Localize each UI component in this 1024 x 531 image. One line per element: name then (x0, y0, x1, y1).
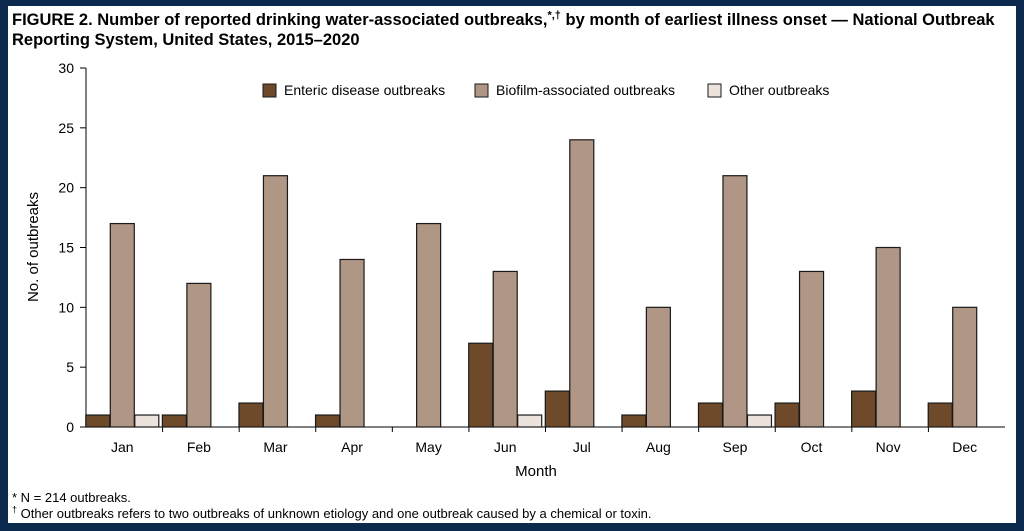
x-tick-label: Apr (341, 439, 363, 455)
x-tick-label: Dec (952, 439, 977, 455)
bar-jul-series-1 (544, 390, 570, 428)
bar-aug-series-2 (645, 306, 671, 428)
bar-feb-series-1 (161, 414, 187, 428)
bar-apr-series-1 (314, 414, 341, 428)
bars (85, 139, 978, 428)
y-axis-label: No. of outbreaks (25, 192, 42, 302)
bar-dec-series-2 (952, 306, 978, 428)
legend-label-3: Other outbreaks (729, 82, 829, 98)
bar-nov-series-1 (851, 390, 877, 428)
bar-jun-series-2 (492, 270, 518, 428)
legend-label-2: Biofilm-associated outbreaks (496, 82, 675, 98)
bar-oct-series-2 (798, 270, 825, 428)
bar-oct-series-1 (774, 402, 800, 428)
title-main: FIGURE 2. Number of reported drinking wa… (12, 11, 548, 29)
footnote-other-text: Other outbreaks refers to two outbreaks … (17, 506, 652, 521)
bar-jan-series-3 (134, 414, 160, 428)
legend-swatch-3 (707, 83, 722, 98)
x-axis-label: Month (515, 463, 557, 480)
bar-aug-series-1 (621, 414, 647, 428)
bar-jan-series-1 (85, 414, 111, 428)
x-tick-label: Aug (646, 439, 671, 455)
bar-mar-series-2 (262, 175, 289, 428)
y-tick-label: 5 (66, 359, 74, 375)
y-tick-label: 20 (58, 180, 74, 196)
bar-nov-series-2 (875, 246, 901, 428)
bar-jun-series-1 (468, 342, 494, 428)
legend-swatch-2 (474, 83, 489, 98)
x-tick-label: Mar (263, 439, 287, 455)
figure-title: FIGURE 2. Number of reported drinking wa… (12, 10, 1012, 50)
figure-frame: FIGURE 2. Number of reported drinking wa… (8, 6, 1016, 523)
x-tick-label: Jan (111, 439, 134, 455)
bar-jul-series-2 (569, 139, 595, 428)
x-tick-label: May (415, 439, 441, 455)
bar-sep-series-3 (746, 414, 773, 428)
y-tick-label: 30 (58, 60, 74, 76)
bar-mar-series-1 (238, 402, 264, 428)
bar-sep-series-2 (722, 175, 748, 428)
bar-feb-series-2 (186, 282, 212, 428)
y-tick-label: 10 (58, 299, 74, 315)
bar-chart: 0 5 10 15 20 25 30 Jan Feb Mar Apr May Jun Jul Aug Sep O… (25, 60, 1005, 480)
x-tick-label: Sep (722, 439, 747, 455)
y-tick-label: 15 (58, 240, 74, 256)
x-tick-label: Nov (876, 439, 901, 455)
legend: Enteric disease outbreaks Biofilm-associa… (262, 82, 829, 98)
x-tick-label: Feb (187, 439, 211, 455)
footnote-mark: † (12, 504, 18, 515)
footnote-other: † Other outbreaks refers to two outbreak… (12, 504, 652, 522)
bar-apr-series-2 (339, 258, 365, 428)
y-tick-label: 0 (66, 419, 74, 435)
bar-may-series-2 (416, 222, 442, 428)
x-tick-label: Jul (573, 439, 591, 455)
bar-dec-series-1 (927, 402, 953, 428)
footnote-n: * N = 214 outbreaks. (12, 490, 131, 505)
x-tick-label: Oct (801, 439, 823, 455)
x-tick-label: Jun (494, 439, 517, 455)
bar-jan-series-2 (109, 222, 135, 428)
y-tick-label: 25 (58, 120, 74, 136)
legend-label-1: Enteric disease outbreaks (284, 82, 445, 98)
legend-swatch-1 (262, 83, 277, 98)
title-rest: by month of earliest illness onset — Nat… (12, 11, 995, 49)
bar-jun-series-3 (517, 414, 543, 428)
axes: 0 5 10 15 20 25 30 Jan Feb Mar Apr May Jun Jul Aug Sep O… (58, 60, 1005, 455)
bar-sep-series-1 (697, 402, 724, 428)
title-footnote-marks: *,† (547, 9, 561, 22)
